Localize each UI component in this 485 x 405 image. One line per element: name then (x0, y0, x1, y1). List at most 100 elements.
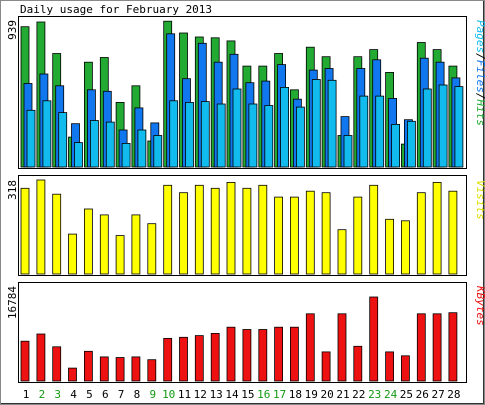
visits-bar-day-8 (131, 214, 141, 275)
x-label-day-11: 11 (178, 388, 191, 401)
visits-bar-day-9 (147, 223, 157, 275)
visits-bar-day-20 (321, 192, 331, 275)
visits-bar-day-12 (194, 184, 204, 275)
x-label-day-5: 5 (86, 388, 93, 401)
kbytes-bar-day-24 (385, 351, 395, 382)
pages-bar-day-3 (58, 112, 68, 168)
visits-bar-day-1 (20, 187, 30, 275)
pages-bar-day-14 (232, 88, 242, 168)
kbytes-legend: KBytes (474, 285, 485, 326)
kbytes-bar-day-27 (432, 313, 442, 382)
visits-bar-day-25 (400, 220, 410, 275)
x-label-day-17: 17 (273, 388, 286, 401)
kbytes-bar-day-15 (242, 329, 252, 382)
x-label-day-27: 27 (431, 388, 444, 401)
pages-bar-day-6 (105, 121, 115, 168)
kbytes-bar-day-14 (226, 326, 236, 382)
visits-bar-day-2 (36, 179, 46, 275)
kbytes-bar-day-5 (84, 350, 93, 382)
kbytes-bar-day-28 (448, 312, 458, 382)
x-label-day-22: 22 (352, 388, 365, 401)
visits-bar-day-13 (210, 187, 220, 275)
pages-bar-day-28 (454, 86, 464, 168)
x-label-day-25: 25 (400, 388, 413, 401)
x-label-day-12: 12 (194, 388, 207, 401)
x-label-day-7: 7 (118, 388, 125, 401)
kbytes-bar-day-4 (68, 367, 77, 382)
pages-bar-day-26 (422, 88, 432, 168)
kbytes-bar-day-10 (163, 337, 173, 382)
visits-bar-day-22 (353, 196, 363, 275)
kbytes-bar-day-7 (115, 357, 125, 382)
x-label-day-9: 9 (149, 388, 156, 401)
pages-bar-day-9 (153, 135, 163, 168)
x-label-day-16: 16 (257, 388, 270, 401)
kbytes-bar-day-16 (258, 329, 268, 382)
x-label-day-4: 4 (70, 388, 77, 401)
visits-ymax-label: 318 (6, 180, 19, 200)
x-label-day-21: 21 (336, 388, 349, 401)
x-label-day-10: 10 (162, 388, 175, 401)
pages-bar-day-21 (343, 135, 353, 168)
hits-panel-frame (18, 16, 467, 169)
kbytes-bar-day-1 (20, 340, 30, 382)
kbytes-bar-day-21 (337, 313, 347, 382)
pages-bar-day-24 (391, 124, 401, 168)
pages-bar-day-7 (121, 142, 131, 168)
visits-bar-day-10 (163, 184, 173, 275)
visits-bar-day-21 (337, 229, 347, 275)
pages-bar-day-25 (406, 120, 416, 168)
visits-bar-day-26 (416, 192, 426, 275)
visits-bar-day-27 (432, 181, 442, 275)
kbytes-bar-day-22 (353, 345, 363, 382)
visits-panel-frame (18, 175, 467, 276)
x-label-day-26: 26 (416, 388, 429, 401)
visits-bar-day-19 (305, 190, 315, 275)
kbytes-bar-day-17 (274, 326, 284, 382)
visits-bar-day-5 (84, 208, 93, 275)
pages-bar-day-20 (327, 79, 337, 168)
pages-bar-day-18 (295, 106, 305, 168)
visits-bar-day-16 (258, 184, 268, 275)
pages-bar-day-2 (42, 100, 52, 168)
visits-bar-day-4 (68, 233, 77, 275)
pages-bar-day-10 (169, 100, 179, 168)
pages-bar-day-12 (200, 101, 210, 168)
x-label-day-23: 23 (368, 388, 381, 401)
x-label-day-15: 15 (241, 388, 254, 401)
x-axis-day-labels: 1 2 3 4 5 6 7 8 9 10 11 12 13 14 15 16 17 18 19 20 21 22 23 24 2… (23, 388, 461, 401)
kbytes-bar-day-25 (400, 355, 410, 382)
x-label-day-24: 24 (384, 388, 398, 401)
x-label-day-13: 13 (210, 388, 223, 401)
visits-bar-day-15 (242, 187, 252, 275)
legend-separator-1: / (474, 53, 485, 60)
x-label-day-2: 2 (39, 388, 46, 401)
kbytes-bar-day-19 (305, 313, 315, 382)
kbytes-bar-day-9 (147, 359, 157, 382)
pages-bar-day-11 (185, 102, 194, 168)
visits-bar-day-18 (289, 196, 299, 275)
x-label-day-18: 18 (289, 388, 302, 401)
visits-legend: Visits (474, 180, 485, 220)
pages-bar-day-19 (311, 79, 321, 168)
x-label-day-20: 20 (320, 388, 333, 401)
kbytes-bar-day-3 (52, 346, 62, 382)
hits-ymax-label: 939 (6, 20, 19, 40)
x-label-day-3: 3 (54, 388, 61, 401)
kbytes-bar-day-23 (369, 296, 379, 382)
kbytes-panel-frame (18, 282, 467, 383)
kbytes-bar-day-12 (194, 335, 204, 382)
legend-files: Files (474, 60, 485, 93)
pages-bar-day-8 (137, 129, 147, 168)
visits-bar-day-3 (52, 193, 62, 275)
pages-bar-day-5 (90, 120, 99, 168)
visits-bar-day-7 (115, 235, 125, 275)
kbytes-bar-day-20 (321, 351, 331, 382)
kbytes-bar-day-18 (289, 326, 299, 382)
pages-bar-day-22 (359, 95, 369, 168)
legend-hits: Hits (474, 99, 485, 127)
visits-bar-day-28 (448, 190, 458, 275)
bars-group (20, 20, 464, 382)
